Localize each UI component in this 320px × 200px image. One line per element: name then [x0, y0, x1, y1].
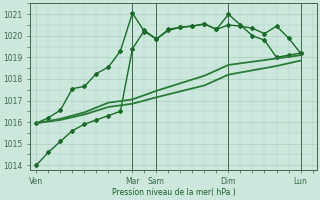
X-axis label: Pression niveau de la mer( hPa ): Pression niveau de la mer( hPa ) — [112, 188, 235, 197]
